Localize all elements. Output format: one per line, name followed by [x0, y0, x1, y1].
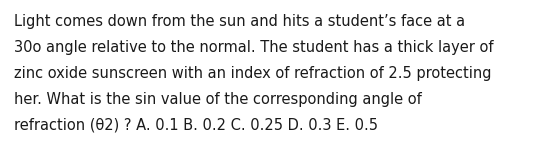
Text: zinc oxide sunscreen with an index of refraction of 2.5 protecting: zinc oxide sunscreen with an index of re… [14, 66, 492, 81]
Text: her. What is the sin value of the corresponding angle of: her. What is the sin value of the corres… [14, 92, 422, 107]
Text: Light comes down from the sun and hits a student’s face at a: Light comes down from the sun and hits a… [14, 14, 465, 29]
Text: refraction (θ2) ? A. 0.1 B. 0.2 C. 0.25 D. 0.3 E. 0.5: refraction (θ2) ? A. 0.1 B. 0.2 C. 0.25 … [14, 118, 378, 133]
Text: 30o angle relative to the normal. The student has a thick layer of: 30o angle relative to the normal. The st… [14, 40, 493, 55]
